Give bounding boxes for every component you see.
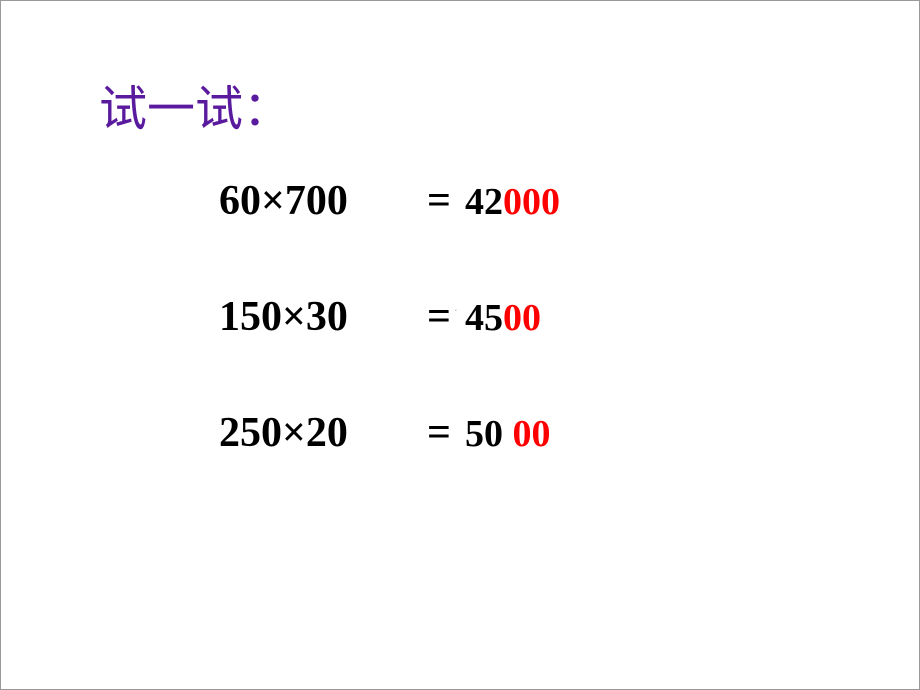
expression-text: 60×700: [219, 177, 419, 225]
problems-container: 60×700 = 42000 150×30 = 4500 250×20 = 50…: [219, 177, 560, 525]
result-black: 45: [465, 297, 503, 339]
equals-sign: =: [427, 177, 451, 225]
result-value: 4500: [465, 296, 541, 340]
equals-sign: =: [427, 409, 451, 457]
result-black: 42: [465, 181, 503, 223]
result-red: 00: [503, 297, 541, 339]
equals-sign: =: [427, 293, 451, 341]
problem-row: 150×30 = 4500: [219, 293, 560, 341]
result-black: 50: [465, 413, 513, 455]
result-value: 50 00: [465, 412, 551, 456]
result-red: 000: [503, 181, 560, 223]
result-red: 00: [512, 413, 550, 455]
problem-row: 250×20 = 50 00: [219, 409, 560, 457]
expression-text: 250×20: [219, 409, 419, 457]
problem-row: 60×700 = 42000: [219, 177, 560, 225]
result-value: 42000: [465, 180, 560, 224]
page-heading: 试一试：: [99, 69, 291, 139]
expression-text: 150×30: [219, 293, 419, 341]
